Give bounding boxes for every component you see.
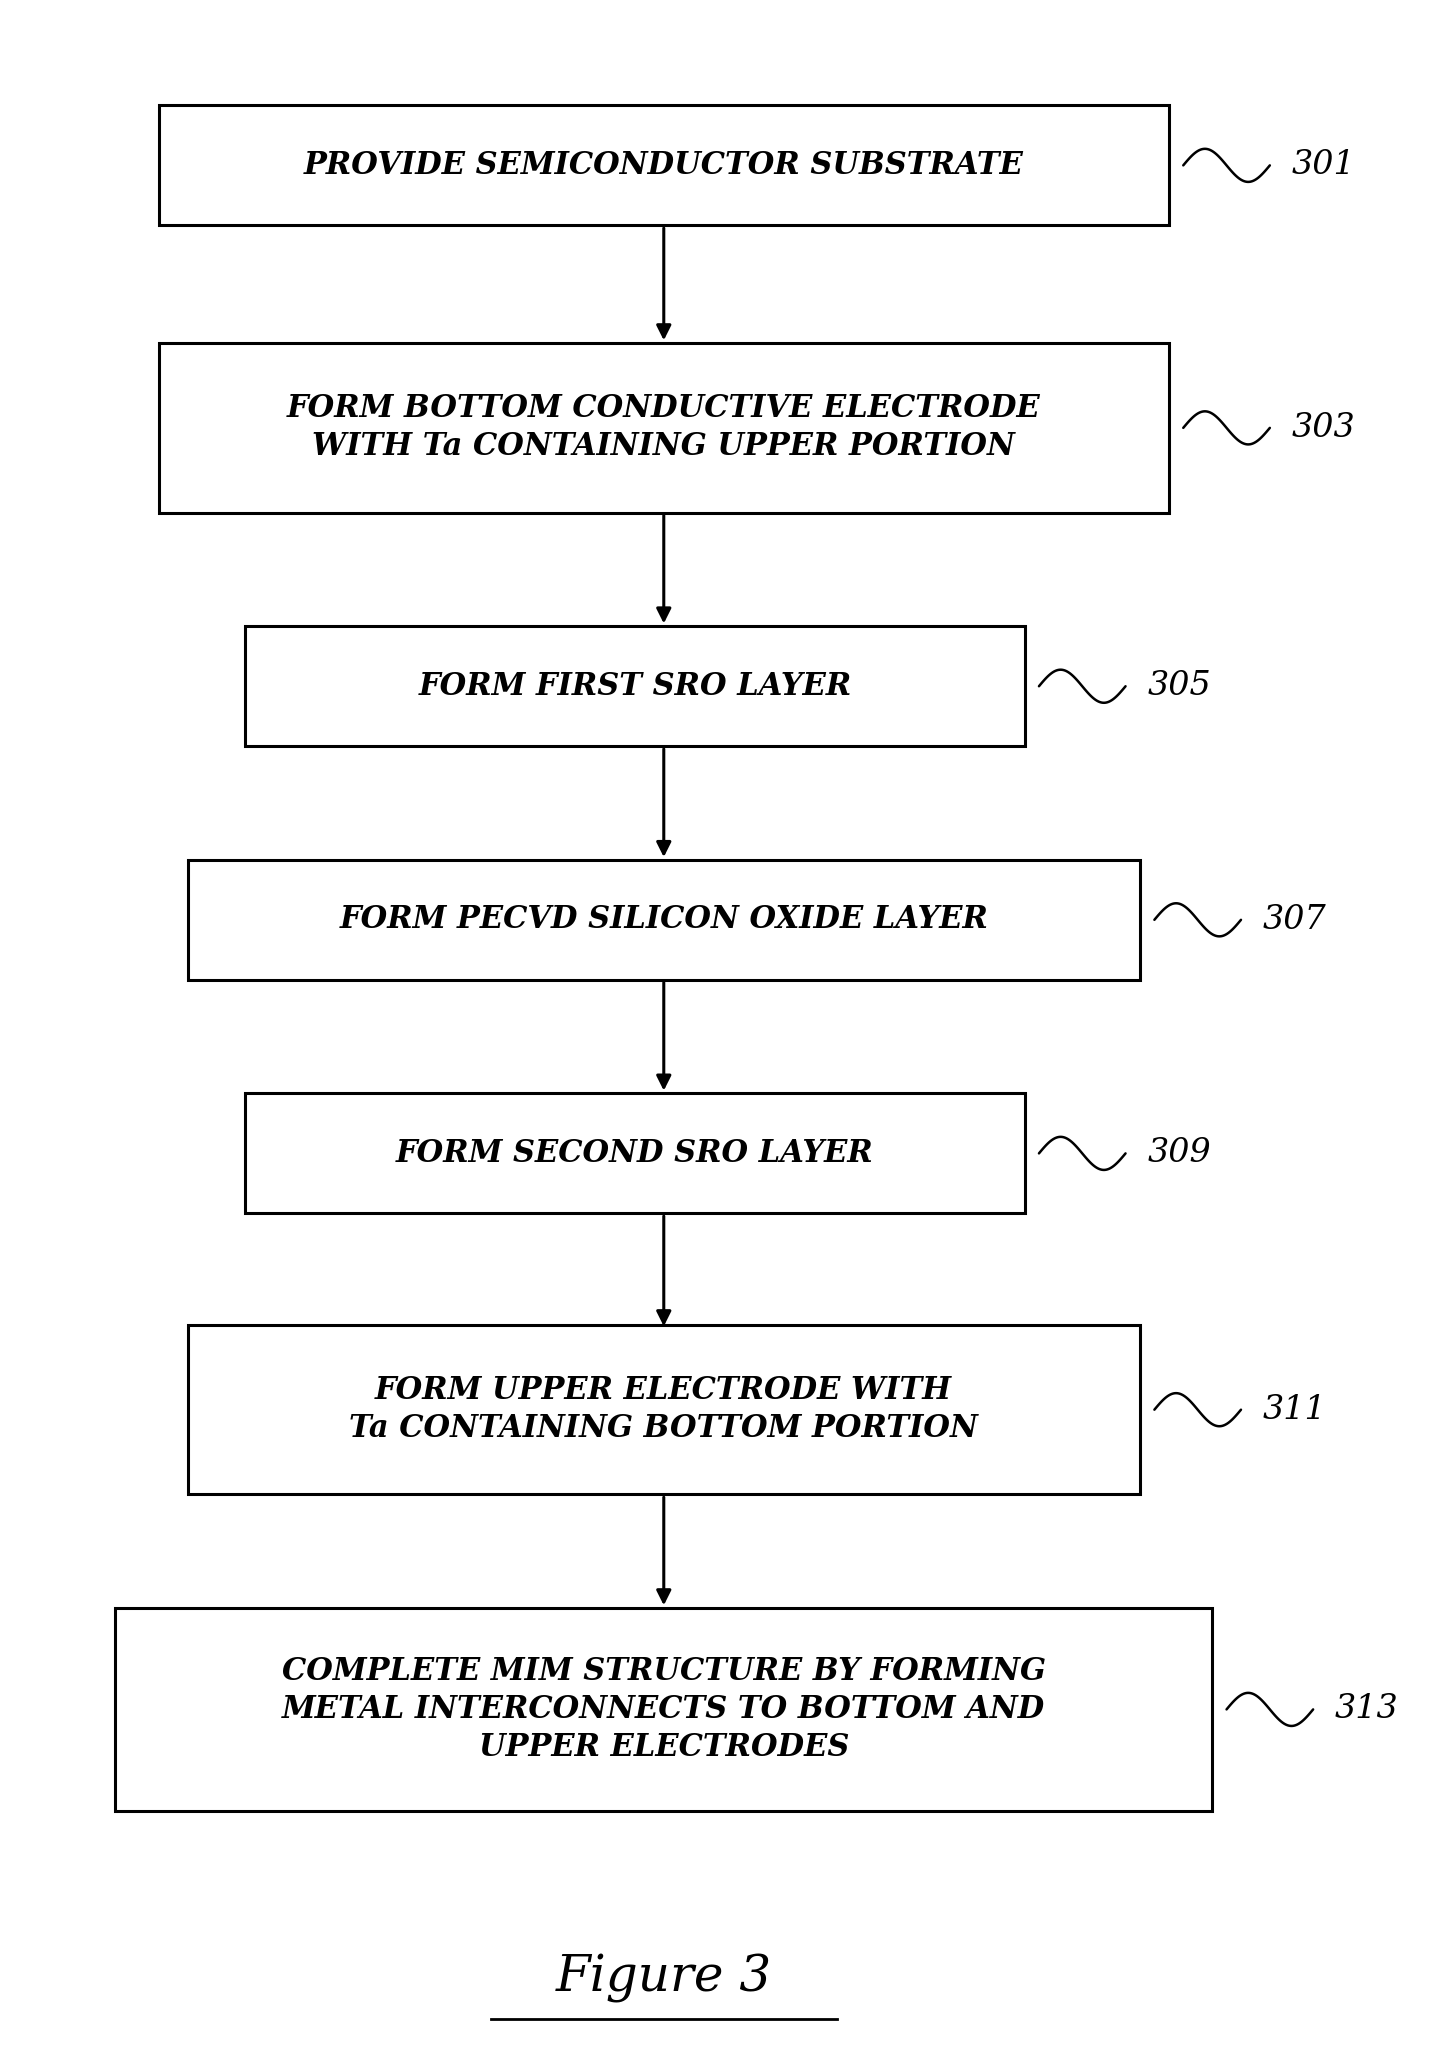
FancyBboxPatch shape (159, 343, 1169, 513)
Text: 311: 311 (1263, 1393, 1326, 1426)
Text: 307: 307 (1263, 903, 1326, 936)
Text: 305: 305 (1147, 670, 1211, 703)
FancyBboxPatch shape (245, 1093, 1025, 1213)
Text: 309: 309 (1147, 1137, 1211, 1170)
Text: FORM BOTTOM CONDUCTIVE ELECTRODE
WITH Ta CONTAINING UPPER PORTION: FORM BOTTOM CONDUCTIVE ELECTRODE WITH Ta… (287, 393, 1040, 463)
FancyBboxPatch shape (115, 1608, 1212, 1811)
Text: Figure 3: Figure 3 (556, 1953, 772, 2003)
Text: FORM FIRST SRO LAYER: FORM FIRST SRO LAYER (418, 672, 851, 701)
Text: 303: 303 (1291, 411, 1355, 444)
FancyBboxPatch shape (188, 860, 1140, 980)
FancyBboxPatch shape (188, 1325, 1140, 1494)
Text: FORM UPPER ELECTRODE WITH
Ta CONTAINING BOTTOM PORTION: FORM UPPER ELECTRODE WITH Ta CONTAINING … (349, 1375, 978, 1445)
FancyBboxPatch shape (245, 626, 1025, 746)
Text: COMPLETE MIM STRUCTURE BY FORMING
METAL INTERCONNECTS TO BOTTOM AND
UPPER ELECTR: COMPLETE MIM STRUCTURE BY FORMING METAL … (281, 1656, 1046, 1763)
Text: PROVIDE SEMICONDUCTOR SUBSTRATE: PROVIDE SEMICONDUCTOR SUBSTRATE (304, 151, 1023, 180)
Text: FORM PECVD SILICON OXIDE LAYER: FORM PECVD SILICON OXIDE LAYER (339, 905, 988, 934)
Text: 313: 313 (1335, 1693, 1398, 1726)
Text: FORM SECOND SRO LAYER: FORM SECOND SRO LAYER (395, 1139, 874, 1168)
FancyBboxPatch shape (159, 105, 1169, 225)
Text: 301: 301 (1291, 149, 1355, 182)
